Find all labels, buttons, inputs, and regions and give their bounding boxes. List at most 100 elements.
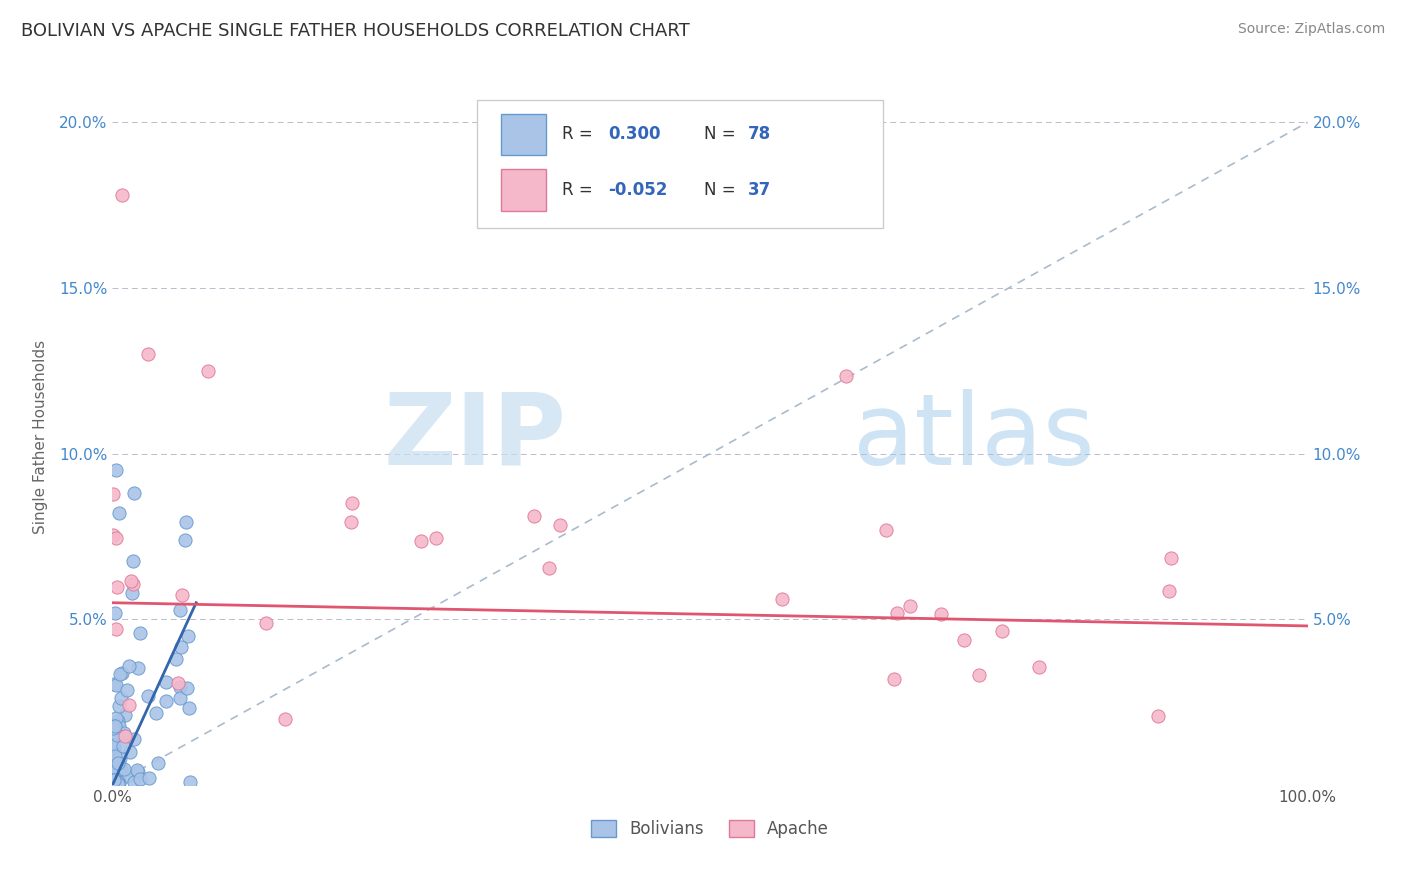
Point: [411, 534, 433, 549]
Point: [112, 726, 135, 740]
Point: [114, 707, 136, 722]
Point: [105, 623, 128, 637]
Point: [254, 615, 277, 630]
Point: [114, 729, 136, 743]
Point: [176, 681, 198, 695]
Point: [1160, 551, 1182, 566]
Point: [105, 581, 128, 595]
Point: [104, 772, 127, 786]
Point: [108, 719, 131, 733]
Text: N =: N =: [704, 126, 741, 144]
Point: [108, 776, 131, 790]
Point: [121, 577, 143, 591]
Text: Source: ZipAtlas.com: Source: ZipAtlas.com: [1237, 22, 1385, 37]
Point: [103, 719, 125, 733]
Point: [122, 775, 145, 789]
Point: [165, 652, 187, 666]
Point: [122, 486, 145, 500]
Point: [167, 675, 190, 690]
Point: [104, 719, 127, 733]
Point: [169, 691, 191, 706]
Point: [110, 762, 132, 776]
Point: [104, 531, 127, 545]
Point: [105, 678, 128, 692]
Point: [104, 463, 127, 477]
Point: [105, 753, 128, 767]
Point: [340, 515, 363, 529]
Point: [169, 603, 191, 617]
Point: [176, 629, 198, 643]
Point: [122, 731, 145, 746]
Point: [952, 633, 974, 648]
Point: [107, 775, 129, 789]
Point: [104, 726, 127, 740]
Point: [104, 606, 127, 620]
Point: [155, 674, 177, 689]
Point: [425, 532, 447, 546]
Point: [128, 772, 150, 787]
Point: [101, 774, 124, 789]
Point: [103, 747, 125, 761]
Point: [112, 762, 135, 776]
Point: [117, 698, 139, 712]
Point: [1028, 659, 1050, 673]
Point: [111, 666, 134, 681]
FancyBboxPatch shape: [501, 113, 547, 155]
Point: [967, 667, 990, 681]
Point: [103, 773, 125, 788]
Point: [107, 714, 129, 728]
Point: [883, 673, 905, 687]
Point: [340, 495, 363, 509]
Point: [875, 523, 897, 537]
Point: [136, 690, 159, 704]
Point: [108, 760, 131, 774]
Point: [108, 506, 131, 520]
Point: [103, 741, 125, 756]
Text: atlas: atlas: [853, 389, 1095, 485]
Text: -0.052: -0.052: [609, 181, 668, 199]
Point: [1159, 583, 1181, 598]
Point: [103, 739, 125, 753]
Point: [138, 772, 160, 786]
Point: [103, 738, 125, 752]
Point: [120, 574, 142, 589]
Point: [127, 661, 149, 675]
Point: [197, 364, 219, 378]
Point: [111, 188, 134, 202]
Point: [103, 760, 125, 774]
Point: [835, 369, 858, 384]
Point: [110, 751, 132, 765]
Point: [177, 701, 200, 715]
Point: [101, 762, 124, 776]
Point: [898, 599, 921, 613]
Point: [886, 606, 908, 620]
Text: ZIP: ZIP: [384, 389, 567, 485]
Point: [111, 739, 134, 753]
Point: [170, 640, 193, 654]
Point: [127, 765, 149, 780]
Point: [101, 721, 124, 735]
Point: [523, 509, 546, 524]
Point: [101, 773, 124, 788]
FancyBboxPatch shape: [501, 169, 547, 211]
Text: BOLIVIAN VS APACHE SINGLE FATHER HOUSEHOLDS CORRELATION CHART: BOLIVIAN VS APACHE SINGLE FATHER HOUSEHO…: [21, 22, 690, 40]
Text: R =: R =: [562, 181, 598, 199]
Point: [103, 769, 125, 783]
Point: [121, 585, 143, 599]
Point: [538, 560, 561, 574]
Point: [121, 553, 143, 567]
Point: [155, 694, 177, 708]
Point: [104, 711, 127, 725]
Point: [274, 712, 297, 726]
Point: [103, 528, 125, 542]
Point: [138, 347, 160, 361]
Point: [172, 588, 194, 602]
FancyBboxPatch shape: [477, 100, 883, 228]
Point: [103, 764, 125, 779]
Point: [174, 516, 197, 530]
Point: [550, 517, 572, 532]
Point: [108, 698, 131, 713]
Point: [115, 769, 138, 783]
Point: [125, 763, 148, 777]
Point: [105, 729, 128, 743]
